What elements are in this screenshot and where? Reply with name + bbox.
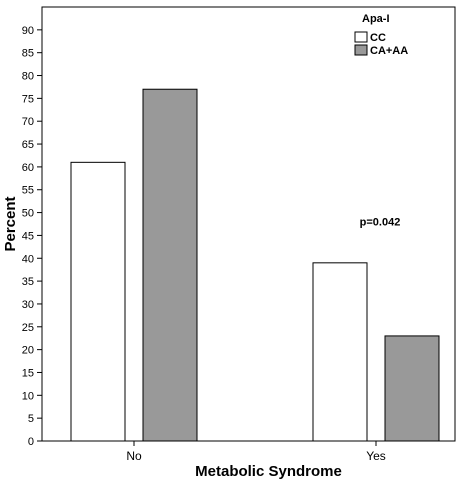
y-tick-label: 10: [22, 390, 34, 402]
y-tick-label: 30: [22, 299, 34, 311]
bar-cc-yes: [312, 262, 368, 442]
y-tick-label: 55: [22, 185, 34, 197]
bar-ca-aa-yes: [384, 335, 440, 442]
x-tick-label: Yes: [366, 449, 386, 463]
y-tick-label: 70: [22, 116, 34, 128]
y-tick-label: 40: [22, 253, 34, 265]
y-tick-label: 65: [22, 139, 34, 151]
plot-frame: [41, 6, 456, 442]
legend-title: Apa-I: [362, 13, 390, 25]
y-axis-title: Percent: [2, 196, 19, 251]
legend-swatch-cc: [354, 31, 368, 43]
y-tick-label: 5: [28, 413, 34, 425]
bar-ca-aa-no: [142, 88, 198, 442]
y-tick-label: 20: [22, 345, 34, 357]
y-tick-label: 60: [22, 162, 34, 174]
bar-cc-no: [70, 161, 126, 442]
x-axis-ticks: No Yes: [126, 441, 386, 463]
legend-label-ca-aa: CA+AA: [370, 45, 408, 57]
legend-label-cc: CC: [370, 32, 386, 44]
x-tick-label: No: [126, 449, 142, 463]
y-tick-label: 25: [22, 322, 34, 334]
y-tick-label: 0: [28, 436, 34, 448]
y-tick-label: 80: [22, 71, 34, 83]
y-tick-label: 45: [22, 230, 34, 242]
y-tick-label: 15: [22, 367, 34, 379]
y-axis-ticks: 0 5 10 15 20 25 30 35 40 45 50 55 60 65 70 75 80 85 90: [22, 25, 42, 448]
y-tick-label: 35: [22, 276, 34, 288]
legend-swatch-ca-aa: [354, 44, 368, 56]
y-tick-label: 85: [22, 48, 34, 60]
x-axis-title: Metabolic Syndrome: [195, 463, 342, 480]
p-value-annotation: p=0.042: [360, 217, 401, 229]
y-tick-label: 75: [22, 93, 34, 105]
y-tick-label: 90: [22, 25, 34, 37]
y-tick-label: 50: [22, 208, 34, 220]
bars-group: [70, 88, 440, 442]
